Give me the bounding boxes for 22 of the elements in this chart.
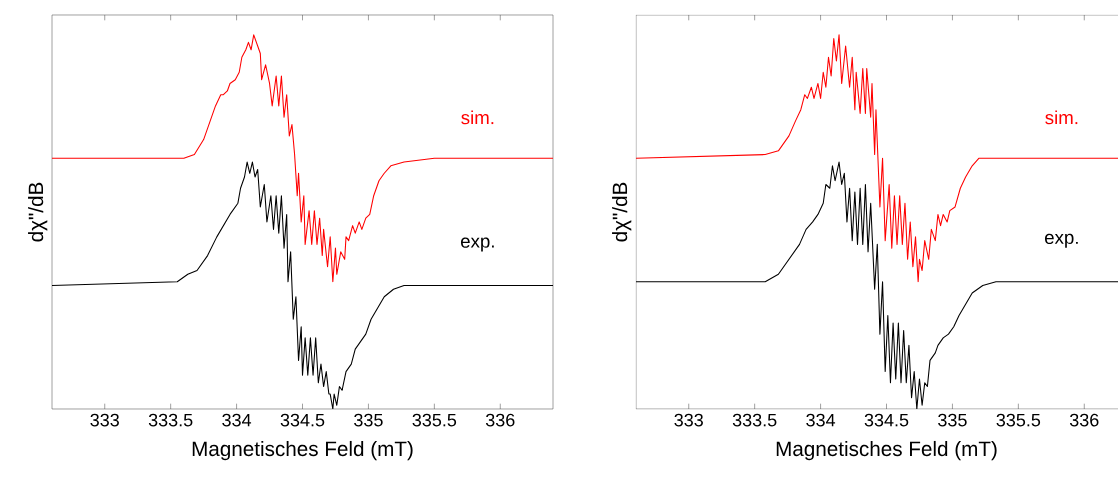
x-tick-label: 335 — [938, 413, 967, 427]
y-axis-title: dχ"/dB — [28, 182, 48, 242]
x-tick-label: 335 — [354, 413, 383, 427]
y-axis-title: dχ"/dB — [612, 182, 632, 242]
series-label: exp. — [461, 237, 494, 252]
x-tick-label: 334 — [806, 413, 836, 427]
x-tick-label: 335.5 — [412, 413, 457, 427]
x-tick-label: 333.5 — [148, 413, 193, 427]
x-tick-label: 334.5 — [280, 413, 325, 427]
x-tick-label: 333 — [674, 413, 703, 427]
x-tick-label: 336 — [485, 413, 515, 427]
series-label: sim. — [461, 110, 494, 125]
x-tick-label: 333.5 — [732, 413, 777, 427]
x-axis-title: Magnetisches Feld (mT) — [192, 440, 413, 461]
x-axis-title: Magnetisches Feld (mT) — [776, 440, 997, 461]
x-tick-label: 334 — [222, 413, 252, 427]
series-label: sim. — [1045, 110, 1078, 125]
x-tick-label: 335.5 — [996, 413, 1041, 427]
x-tick-label: 333 — [90, 413, 119, 427]
x-tick-label: 336 — [1069, 413, 1099, 427]
x-tick-label: 334.5 — [864, 413, 909, 427]
series-label: exp. — [1045, 233, 1078, 248]
